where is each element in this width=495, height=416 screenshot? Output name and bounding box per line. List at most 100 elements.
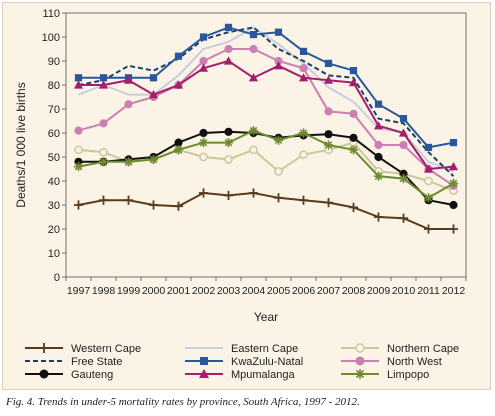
data-point bbox=[373, 212, 384, 222]
x-tick-label: 2001 bbox=[167, 285, 191, 297]
data-point bbox=[324, 130, 333, 139]
data-point bbox=[173, 145, 184, 155]
data-point bbox=[199, 152, 208, 162]
x-tick-label: 2004 bbox=[242, 285, 266, 297]
data-point bbox=[223, 56, 234, 65]
x-tick-label: 1997 bbox=[67, 285, 91, 297]
data-point bbox=[323, 75, 334, 84]
series-western-cape bbox=[73, 188, 459, 234]
data-point bbox=[248, 73, 259, 82]
x-tick-label: 2002 bbox=[192, 285, 216, 297]
data-point bbox=[448, 178, 459, 188]
data-point bbox=[124, 100, 133, 109]
series-line bbox=[78, 129, 454, 199]
data-point bbox=[348, 78, 359, 87]
data-point bbox=[323, 140, 334, 150]
legend-item: Mpumalanga bbox=[185, 369, 295, 381]
series-line bbox=[78, 192, 454, 230]
data-point bbox=[374, 140, 383, 150]
data-point bbox=[123, 195, 134, 205]
data-point bbox=[355, 356, 365, 366]
legend-label: KwaZulu-Natal bbox=[231, 356, 303, 368]
data-point bbox=[74, 74, 83, 82]
data-point bbox=[123, 75, 134, 84]
data-point bbox=[198, 63, 209, 72]
x-tick-label: 2011 bbox=[417, 285, 440, 297]
data-point bbox=[199, 128, 208, 138]
data-point bbox=[199, 33, 208, 41]
series-line bbox=[78, 130, 454, 206]
data-point bbox=[299, 47, 308, 55]
data-point bbox=[199, 369, 209, 378]
y-tick-label: 10 bbox=[48, 248, 60, 260]
series-line bbox=[78, 141, 454, 192]
data-point bbox=[398, 174, 409, 184]
data-point bbox=[374, 152, 383, 162]
series-limpopo bbox=[73, 126, 459, 203]
data-point bbox=[224, 23, 233, 31]
legend-label: Western Cape bbox=[71, 343, 141, 355]
data-point bbox=[173, 80, 184, 89]
data-point bbox=[148, 154, 159, 164]
data-point bbox=[249, 44, 258, 54]
data-point bbox=[149, 74, 158, 82]
data-point bbox=[249, 145, 258, 155]
data-point bbox=[273, 135, 284, 145]
legend-item: Northern Cape bbox=[341, 343, 459, 355]
data-point bbox=[349, 67, 358, 75]
data-point bbox=[448, 162, 459, 171]
legend-item: North West bbox=[341, 356, 442, 368]
y-tick-label: 20 bbox=[48, 224, 60, 236]
data-point bbox=[248, 126, 259, 136]
legend-label: Eastern Cape bbox=[231, 343, 298, 355]
data-point bbox=[98, 195, 109, 205]
data-point bbox=[298, 73, 309, 82]
legend-item: Limpopo bbox=[341, 369, 429, 381]
data-point bbox=[298, 128, 309, 138]
data-point bbox=[223, 190, 234, 200]
data-point bbox=[273, 193, 284, 203]
data-point bbox=[355, 343, 365, 353]
data-point bbox=[123, 157, 134, 167]
data-point bbox=[373, 171, 384, 181]
legend-item: Eastern Cape bbox=[185, 343, 298, 355]
data-point bbox=[274, 28, 283, 36]
data-point bbox=[349, 133, 358, 142]
x-axis-label: Year bbox=[254, 310, 278, 324]
data-point bbox=[39, 369, 49, 379]
x-tick-label: 1998 bbox=[92, 285, 116, 297]
data-point bbox=[224, 127, 233, 136]
data-point bbox=[73, 200, 84, 210]
data-point bbox=[423, 164, 434, 173]
data-point bbox=[99, 119, 108, 128]
data-point bbox=[174, 52, 183, 60]
data-point bbox=[449, 200, 458, 210]
data-point bbox=[39, 343, 49, 353]
x-tick-label: 2012 bbox=[442, 285, 466, 297]
legend-item: Gauteng bbox=[25, 369, 113, 381]
series-line bbox=[78, 26, 454, 149]
series-kwazulu-natal bbox=[74, 23, 458, 151]
legend-label: Limpopo bbox=[387, 369, 429, 381]
data-point bbox=[223, 138, 234, 148]
series-line bbox=[78, 26, 454, 173]
x-tick-label: 1999 bbox=[117, 285, 141, 297]
y-tick-label: 80 bbox=[48, 80, 60, 92]
data-point bbox=[199, 56, 208, 66]
data-point bbox=[323, 198, 334, 208]
legend-item: KwaZulu-Natal bbox=[185, 356, 303, 368]
data-point bbox=[274, 167, 283, 176]
y-tick-label: 40 bbox=[48, 176, 60, 188]
series-group bbox=[73, 23, 459, 234]
figure-caption: Fig. 4. Trends in under-5 mortality rate… bbox=[6, 396, 360, 408]
data-point bbox=[373, 121, 384, 130]
y-tick-label: 110 bbox=[42, 8, 60, 20]
data-point bbox=[273, 61, 284, 70]
data-point bbox=[424, 143, 433, 151]
y-tick-label: 100 bbox=[42, 32, 60, 44]
data-point bbox=[74, 126, 83, 135]
series-mpumalanga bbox=[73, 56, 459, 173]
series-gauteng bbox=[74, 127, 458, 210]
